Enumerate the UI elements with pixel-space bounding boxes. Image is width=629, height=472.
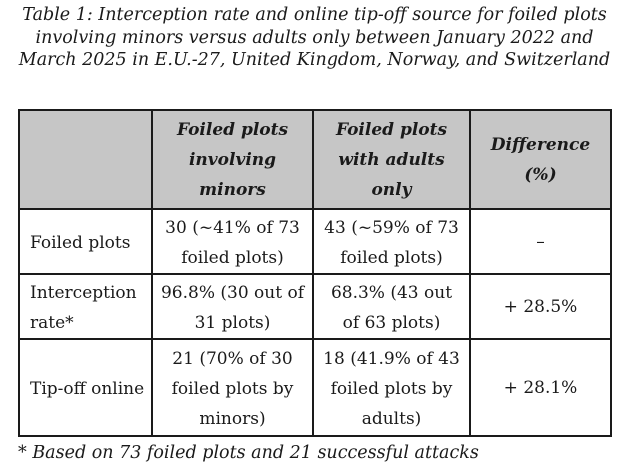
cell-minors: 30 (~41% of 73 foiled plots) — [151, 208, 314, 275]
row-label: Interception rate* — [18, 273, 153, 340]
row-label: Tip-off online — [18, 338, 153, 437]
cell-adults: 43 (~59% of 73 foiled plots) — [312, 208, 471, 275]
cell-adults: 18 (41.9% of 43 foiled plots by adults) — [312, 338, 471, 437]
cell-minors: 96.8% (30 out of 31 plots) — [151, 273, 314, 340]
table-row: Foiled plots 30 (~41% of 73 foiled plots… — [18, 208, 612, 275]
cell-difference: + 28.5% — [469, 273, 612, 340]
header-cell-minors: Foiled plots involving minors — [151, 109, 314, 210]
table-caption: Table 1: Interception rate and online ti… — [18, 5, 611, 70]
data-table: Foiled plots involving minors Foiled plo… — [18, 109, 612, 437]
cell-difference: – — [469, 208, 612, 275]
header-cell-difference: Difference (%) — [469, 109, 612, 210]
table-footnote: * Based on 73 foiled plots and 21 succes… — [18, 443, 479, 463]
cell-adults: 68.3% (43 out of 63 plots) — [312, 273, 471, 340]
header-cell-empty — [18, 109, 153, 210]
cell-difference: + 28.1% — [469, 338, 612, 437]
table-header-row: Foiled plots involving minors Foiled plo… — [18, 109, 612, 210]
cell-minors: 21 (70% of 30 foiled plots by minors) — [151, 338, 314, 437]
header-cell-adults: Foiled plots with adults only — [312, 109, 471, 210]
table-row: Interception rate* 96.8% (30 out of 31 p… — [18, 273, 612, 340]
table-row: Tip-off online 21 (70% of 30 foiled plot… — [18, 338, 612, 437]
row-label: Foiled plots — [18, 208, 153, 275]
